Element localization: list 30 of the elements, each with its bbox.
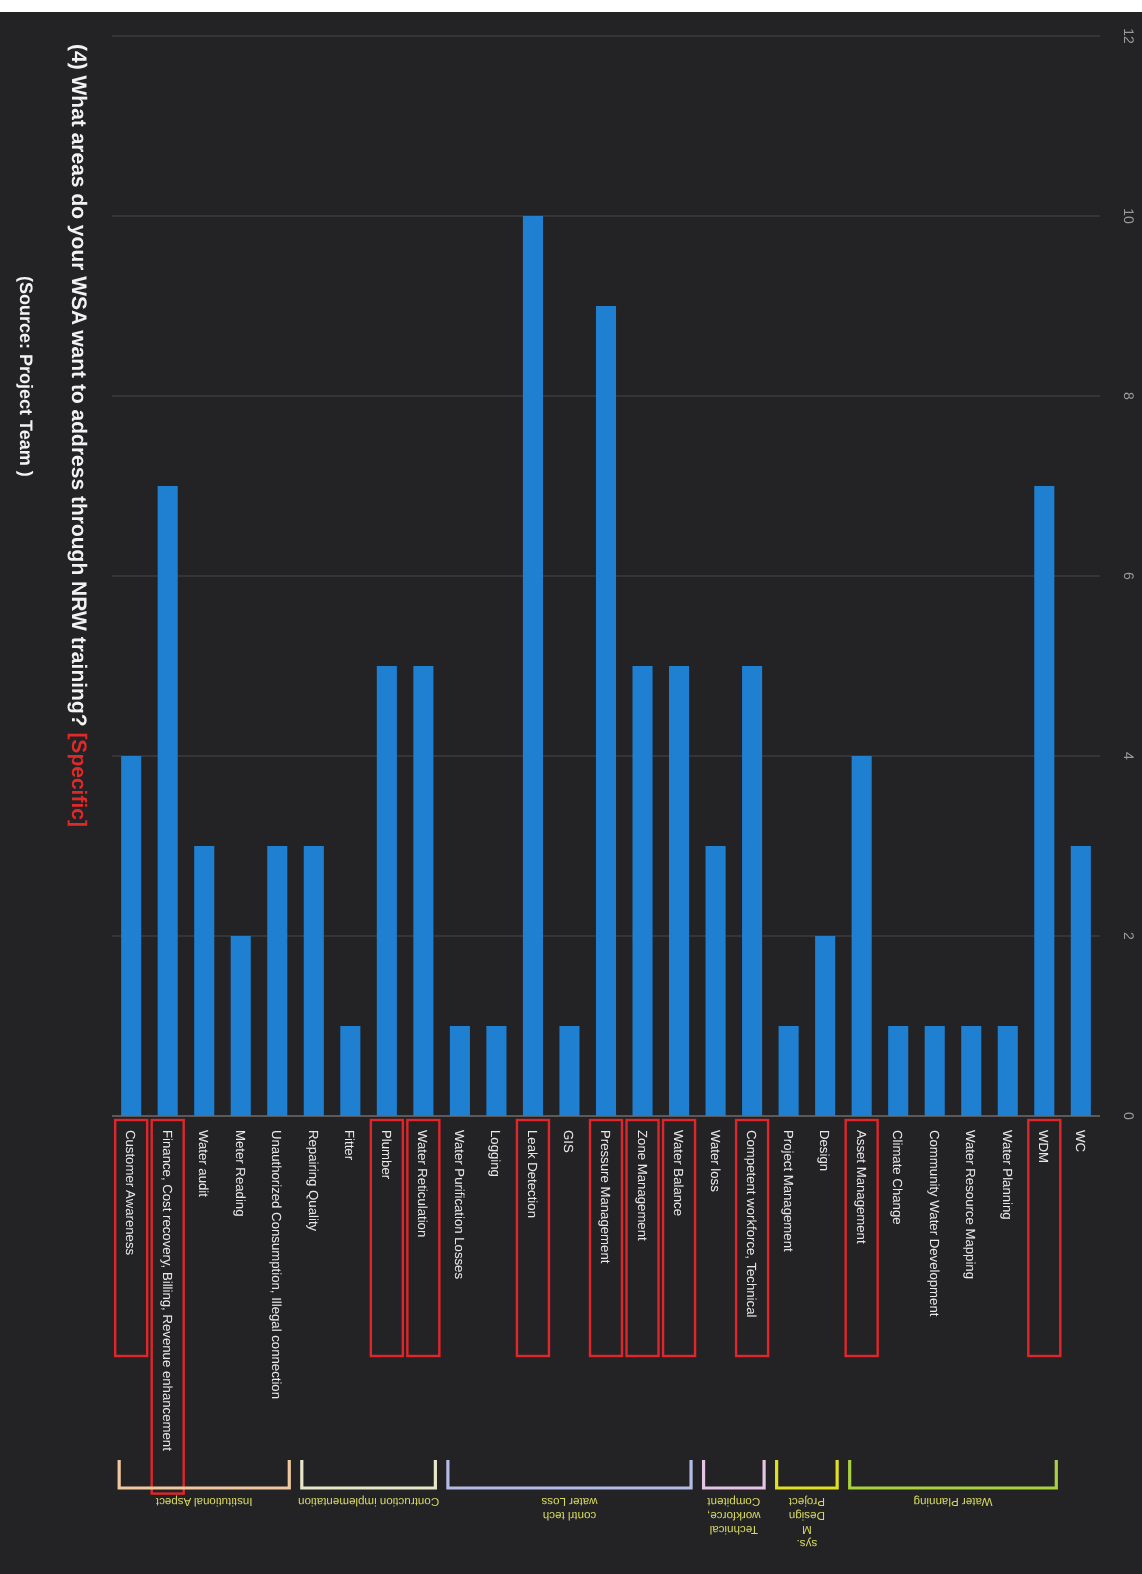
bar (595, 306, 617, 1116)
bar (559, 1026, 580, 1116)
bar (522, 216, 543, 1116)
text: (4) What areas do your WSA want to address through NRW training? (66, 44, 90, 727)
bar (413, 666, 434, 1116)
bar (340, 1026, 361, 1116)
bar (924, 1026, 945, 1116)
bar (267, 846, 288, 1116)
text: (Source: Project Team ) (16, 276, 36, 477)
bar (705, 846, 726, 1116)
bar (669, 666, 690, 1116)
bar (632, 666, 653, 1116)
bar (851, 756, 872, 1116)
bar (121, 756, 142, 1116)
bar (888, 1026, 909, 1116)
bar (997, 1026, 1018, 1116)
bar (303, 846, 324, 1116)
bar (961, 1026, 982, 1116)
bar (742, 666, 763, 1116)
bar (815, 936, 836, 1116)
text: [Specific] (66, 726, 90, 827)
bar (449, 1026, 470, 1116)
bar (157, 486, 178, 1116)
bar (486, 1026, 507, 1116)
bar (376, 666, 397, 1116)
bar (1034, 486, 1055, 1116)
bar (778, 1026, 799, 1116)
bar (1070, 846, 1091, 1116)
bar (194, 846, 215, 1116)
bar (230, 936, 251, 1116)
